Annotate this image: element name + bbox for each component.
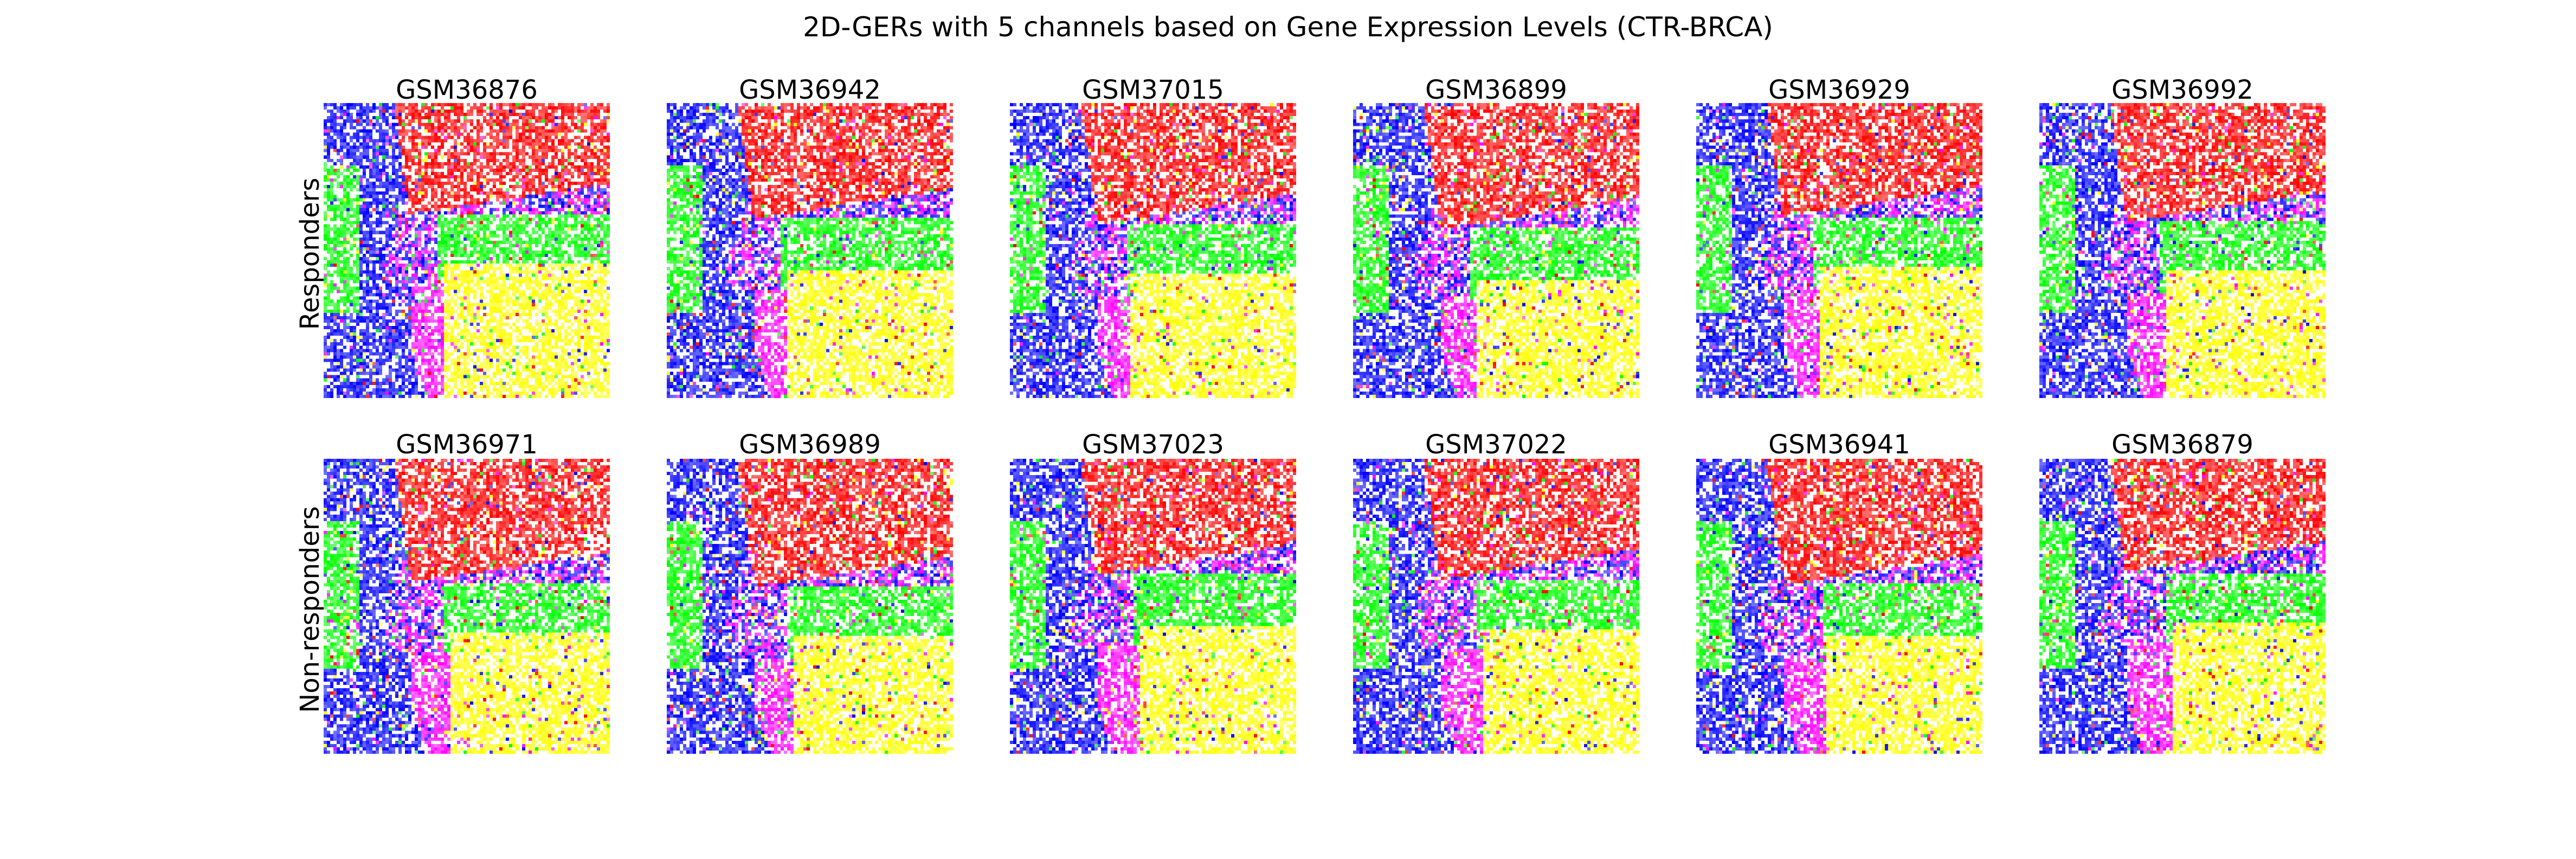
row-label-responders: Responders: [295, 177, 325, 330]
expression-map-image: [2039, 459, 2326, 754]
panel-title: GSM36929: [1768, 75, 1910, 105]
expression-map-image: [1696, 103, 1982, 398]
panel-title: GSM36942: [739, 75, 881, 105]
expression-map-image: [324, 459, 610, 754]
panel-title: GSM36971: [396, 430, 538, 460]
expression-map-image: [1353, 459, 1639, 754]
panel-title: GSM36992: [2111, 75, 2253, 105]
expression-map-image: [1010, 459, 1296, 754]
expression-map-image: [667, 459, 953, 754]
panel-title: GSM37015: [1082, 75, 1224, 105]
expression-map-image: [1010, 103, 1296, 398]
expression-map-image: [667, 103, 953, 398]
row-label-non-responders: Non-responders: [295, 506, 325, 713]
panel-title: GSM37023: [1082, 430, 1224, 460]
panel-title: GSM36941: [1768, 430, 1910, 460]
expression-map-image: [1696, 459, 1982, 754]
expression-map-image: [2039, 103, 2326, 398]
panel-title: GSM36879: [2111, 430, 2253, 460]
panel-title: GSM36989: [739, 430, 881, 460]
panel-title: GSM36876: [396, 75, 538, 105]
figure-title: 2D-GERs with 5 channels based on Gene Ex…: [803, 11, 1773, 43]
expression-map-image: [324, 103, 610, 398]
panel-title: GSM37022: [1425, 430, 1567, 460]
expression-map-image: [1353, 103, 1639, 398]
panel-title: GSM36899: [1425, 75, 1567, 105]
